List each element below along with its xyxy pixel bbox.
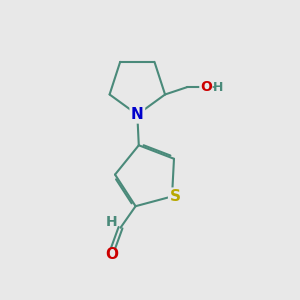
- Text: S: S: [169, 189, 180, 204]
- Text: N: N: [131, 107, 144, 122]
- Text: H: H: [105, 215, 117, 230]
- Text: H: H: [213, 81, 223, 94]
- Text: O: O: [200, 80, 212, 94]
- Text: O: O: [105, 247, 118, 262]
